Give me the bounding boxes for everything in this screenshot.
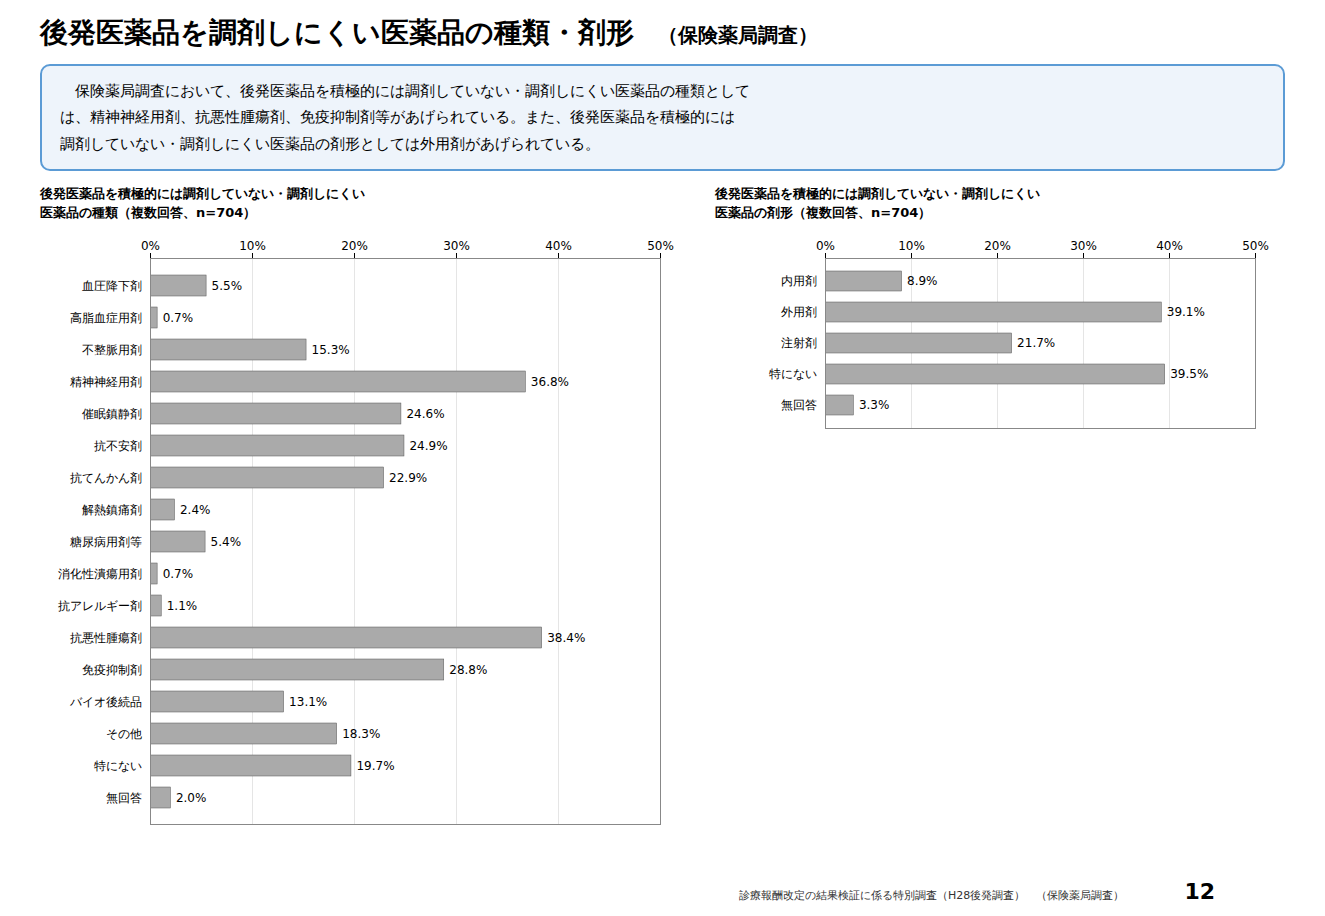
svg-text:3.3%: 3.3% [859, 399, 890, 413]
html-text:保険薬局調査において、後発医薬品を積極的には調剤していない・: 保険薬局調査において、後発医薬品を積極的には調剤していない・調剤しにくい医薬品の… [60, 82, 750, 100]
html-text:は、精神神経用剤、抗悪性腫瘍剤、免疫抑制剤等があげられている: は、精神神経用剤、抗悪性腫瘍剤、免疫抑制剤等があげられている。また、後発医薬品を… [60, 108, 735, 127]
svg-text:39.5%: 39.5% [1170, 368, 1208, 382]
svg-text:無回答: 無回答 [781, 399, 817, 413]
svg-text:40%: 40% [1156, 239, 1183, 253]
svg-text:無回答: 無回答 [106, 791, 142, 805]
svg-text:24.6%: 24.6% [406, 407, 444, 421]
svg-text:特にない: 特にない [94, 759, 142, 773]
svg-text:血圧降下剤: 血圧降下剤 [82, 279, 142, 293]
svg-text:高脂血症用剤: 高脂血症用剤 [70, 311, 142, 325]
svg-text:0%: 0% [816, 239, 835, 253]
svg-text:免疫抑制剤: 免疫抑制剤 [82, 663, 142, 677]
svg-text:0%: 0% [141, 239, 160, 253]
html-text:医薬品の剤形（複数回答、n=704）: 医薬品の剤形（複数回答、n=704） [715, 204, 932, 220]
svg-text:0.7%: 0.7% [163, 311, 194, 325]
svg-text:精神神経用剤: 精神神経用剤 [70, 375, 142, 389]
svg-text:2.0%: 2.0% [176, 791, 207, 805]
svg-text:30%: 30% [1070, 239, 1097, 253]
svg-text:20%: 20% [341, 239, 368, 253]
svg-text:消化性潰瘍用剤: 消化性潰瘍用剤 [58, 567, 142, 581]
html-text:調剤していない・調剤しにくい医薬品の剤形としては外用剤があげ: 調剤していない・調剤しにくい医薬品の剤形としては外用剤があげられている。 [60, 134, 600, 153]
svg-text:19.7%: 19.7% [356, 759, 394, 773]
html-text:後発医薬品を調剤しにくい医薬品の種類・剤形: 後発医薬品を調剤しにくい医薬品の種類・剤形 [40, 16, 634, 49]
svg-text:24.9%: 24.9% [409, 439, 447, 453]
html-text:12: 12 [1184, 879, 1215, 904]
svg-text:2.4%: 2.4% [180, 503, 211, 517]
svg-text:注射剤: 注射剤 [781, 337, 817, 351]
svg-text:抗不安剤: 抗不安剤 [94, 439, 142, 453]
svg-text:抗アレルギー剤: 抗アレルギー剤 [58, 599, 142, 613]
svg-text:36.8%: 36.8% [531, 375, 569, 389]
html-text:後発医薬品を積極的には調剤していない・調剤しにくい: 後発医薬品を積極的には調剤していない・調剤しにくい [715, 185, 1040, 201]
html-text:診療報酬改定の結果検証に係る特別調査（H28後発調査） （保: 診療報酬改定の結果検証に係る特別調査（H28後発調査） （保険薬局調査） [739, 889, 1125, 902]
svg-text:20%: 20% [984, 239, 1011, 253]
svg-text:40%: 40% [545, 239, 572, 253]
svg-text:糖尿病用剤等: 糖尿病用剤等 [70, 535, 142, 549]
svg-text:10%: 10% [239, 239, 266, 253]
svg-text:10%: 10% [898, 239, 925, 253]
svg-text:その他: その他 [106, 727, 142, 741]
svg-text:特にない: 特にない [769, 368, 817, 382]
svg-text:解熱鎮痛剤: 解熱鎮痛剤 [82, 503, 142, 517]
svg-text:8.9%: 8.9% [907, 275, 938, 289]
svg-text:抗悪性腫瘍剤: 抗悪性腫瘍剤 [70, 631, 142, 645]
svg-text:22.9%: 22.9% [389, 471, 427, 485]
svg-text:0.7%: 0.7% [163, 567, 194, 581]
svg-text:21.7%: 21.7% [1017, 337, 1055, 351]
svg-text:13.1%: 13.1% [289, 695, 327, 709]
svg-text:外用剤: 外用剤 [781, 306, 817, 320]
html-text:後発医薬品を積極的には調剤していない・調剤しにくい: 後発医薬品を積極的には調剤していない・調剤しにくい [40, 185, 365, 201]
svg-text:39.1%: 39.1% [1167, 306, 1205, 320]
svg-text:抗てんかん剤: 抗てんかん剤 [70, 471, 142, 485]
svg-text:18.3%: 18.3% [342, 727, 380, 741]
svg-text:1.1%: 1.1% [167, 599, 198, 613]
html-text:医薬品の種類（複数回答、n=704）: 医薬品の種類（複数回答、n=704） [40, 204, 257, 220]
svg-text:催眠鎮静剤: 催眠鎮静剤 [82, 407, 142, 421]
svg-text:バイオ後続品: バイオ後続品 [69, 695, 142, 709]
svg-text:50%: 50% [1242, 239, 1269, 253]
html-text:（保険薬局調査）: （保険薬局調査） [658, 23, 818, 47]
svg-text:28.8%: 28.8% [449, 663, 487, 677]
svg-text:5.4%: 5.4% [211, 535, 242, 549]
svg-text:38.4%: 38.4% [547, 631, 585, 645]
svg-text:15.3%: 15.3% [312, 343, 350, 357]
svg-text:内用剤: 内用剤 [781, 275, 817, 289]
svg-text:50%: 50% [647, 239, 674, 253]
svg-text:不整脈用剤: 不整脈用剤 [82, 343, 142, 357]
svg-text:30%: 30% [443, 239, 470, 253]
svg-text:5.5%: 5.5% [212, 279, 243, 293]
